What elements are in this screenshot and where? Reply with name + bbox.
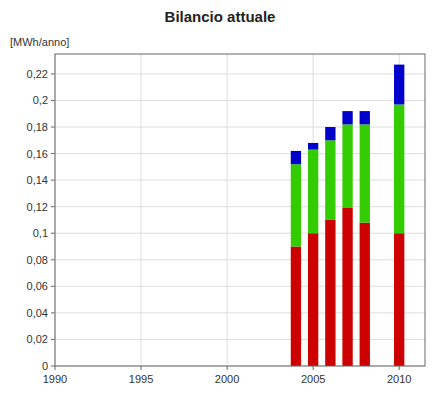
chart: 0 0,02 0,04 0,06 0,08 0,1 0,12 0,14 0,16 0,18 0,2 0… (0, 0, 440, 400)
bar-segment (291, 247, 301, 366)
y-axis-label: [MWh/anno] (10, 36, 69, 48)
bar-segment (308, 150, 318, 234)
bar-segment (360, 111, 370, 124)
tick-label-y: 0,16 (27, 148, 48, 160)
tick-y (51, 100, 55, 101)
tick-x (399, 366, 400, 370)
tick-label-x: 2000 (215, 373, 239, 385)
tick-y (51, 206, 55, 207)
grid-line-y (55, 73, 425, 74)
plot-frame (55, 54, 425, 366)
bar-segment (360, 124, 370, 222)
tick-y (51, 339, 55, 340)
tick-label-x: 1995 (129, 373, 153, 385)
tick-y (51, 286, 55, 287)
tick-x (141, 366, 142, 370)
bars (291, 65, 405, 366)
tick-label-y: 0,12 (27, 201, 48, 213)
tick-label-y: 0,22 (27, 68, 48, 80)
grid-line-x (227, 54, 228, 366)
bar-segment (291, 164, 301, 246)
tick-y (51, 73, 55, 74)
bar-segment (342, 208, 352, 366)
bar-segment (308, 143, 318, 150)
bar-segment (308, 233, 318, 366)
bar-segment (342, 124, 352, 208)
tick-y (51, 153, 55, 154)
tick-label-y: 0,14 (27, 174, 48, 186)
grid-line-x (141, 54, 142, 366)
tick-label-y: 0 (42, 360, 48, 372)
bar-segment (325, 220, 335, 366)
tick-y (51, 366, 55, 367)
tick-label-x: 2010 (387, 373, 411, 385)
tick-label-y: 0,2 (33, 94, 48, 106)
tick-y (51, 259, 55, 260)
tick-label-y: 0,1 (33, 227, 48, 239)
axes: 0 0,02 0,04 0,06 0,08 0,1 0,12 0,14 0,16 0,18 0,2 0… (27, 54, 425, 385)
bar-segment (360, 223, 370, 366)
bar-segment (325, 127, 335, 140)
tick-label-x: 1990 (43, 373, 67, 385)
bar-segment (291, 151, 301, 164)
tick-label-y: 0,08 (27, 254, 48, 266)
tick-label-y: 0,06 (27, 280, 48, 292)
tick-x (313, 366, 314, 370)
tick-y (51, 180, 55, 181)
bar-segment (394, 233, 404, 366)
grid-line-y (55, 100, 425, 101)
tick-y (51, 127, 55, 128)
tick-y (51, 233, 55, 234)
tick-y (51, 312, 55, 313)
bar-segment (325, 140, 335, 220)
tick-x (55, 366, 56, 370)
bar-segment (394, 104, 404, 233)
title: Bilancio attuale (165, 8, 276, 25)
tick-x (227, 366, 228, 370)
tick-label-x: 2005 (301, 373, 325, 385)
tick-label-y: 0,02 (27, 333, 48, 345)
tick-label-y: 0,04 (27, 307, 48, 319)
bar-segment (342, 111, 352, 124)
tick-label-y: 0,18 (27, 121, 48, 133)
bar-segment (394, 65, 404, 105)
